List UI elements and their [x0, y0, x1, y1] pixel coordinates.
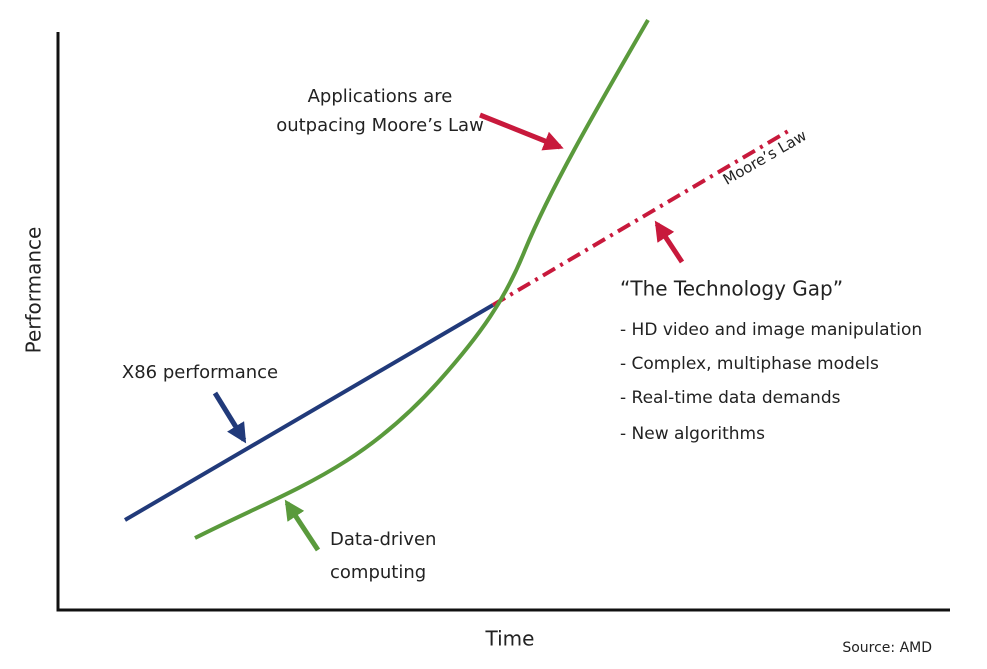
arrow — [654, 220, 685, 264]
applications-curve — [194, 18, 650, 540]
gap-item: - New algorithms — [620, 424, 765, 444]
gap-title: “The Technology Gap” — [620, 277, 843, 301]
label: Applications are — [308, 86, 453, 107]
label: X86 performance — [122, 362, 278, 383]
gap-item: - Complex, multiphase models — [620, 354, 879, 374]
label: outpacing Moore’s Law — [276, 115, 484, 136]
label: computing — [330, 562, 426, 583]
arrow — [284, 499, 321, 552]
arrow — [479, 112, 564, 151]
y-axis-label: Performance — [22, 227, 46, 354]
axes — [56, 32, 950, 612]
gap-item: - HD video and image manipulation — [620, 320, 922, 340]
source: Source: AMD — [842, 640, 932, 656]
label: Moore’s Law — [720, 126, 810, 188]
label: Data-driven — [330, 529, 436, 550]
gap-item: - Real-time data demands — [620, 388, 841, 408]
x-axis-label: Time — [485, 627, 535, 651]
arrow — [212, 391, 247, 444]
x86-line — [123, 303, 495, 522]
